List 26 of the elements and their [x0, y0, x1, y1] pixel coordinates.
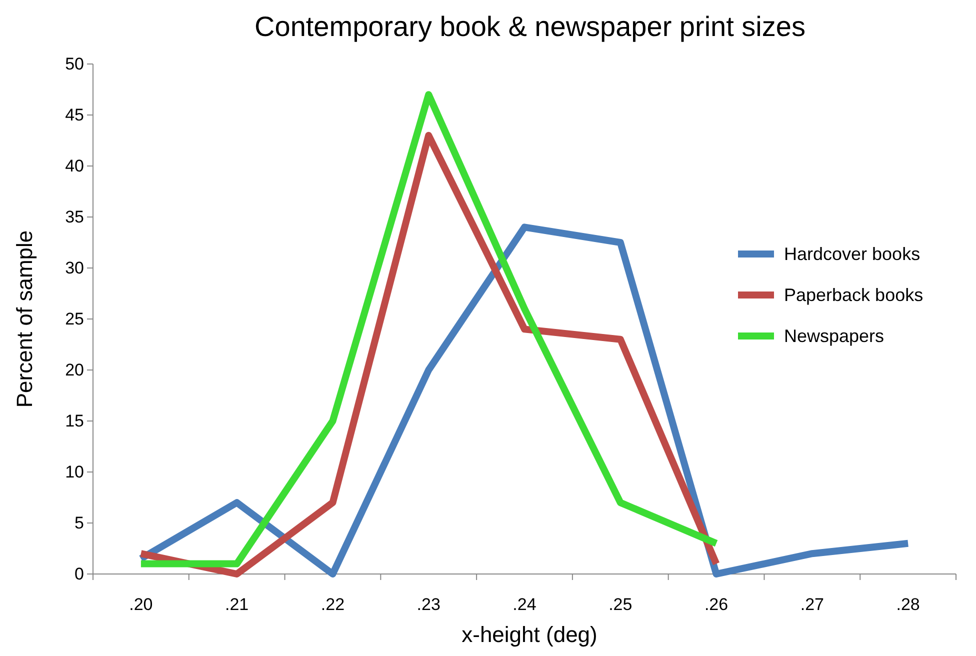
legend-label: Newspapers: [784, 326, 884, 346]
x-tick-label: .23: [416, 595, 440, 614]
x-axis-title: x-height (deg): [462, 622, 598, 647]
x-tick-label: .22: [320, 595, 345, 614]
y-tick-label: 35: [65, 207, 84, 226]
x-tick-label: .28: [896, 595, 920, 614]
x-tick-label: .26: [704, 595, 728, 614]
x-tick-label: .20: [129, 595, 153, 614]
legend-label: Hardcover books: [784, 244, 920, 264]
y-tick-label: 25: [65, 309, 84, 328]
y-tick-label: 15: [65, 411, 84, 430]
y-tick-label: 5: [74, 513, 84, 532]
x-tick-label: .27: [800, 595, 824, 614]
x-tick-label: .21: [225, 595, 249, 614]
chart-title: Contemporary book & newspaper print sizes: [254, 11, 806, 42]
y-tick-label: 40: [65, 156, 84, 176]
x-tick-label: .25: [608, 595, 632, 614]
y-tick-label: 50: [65, 54, 84, 74]
y-tick-label: 45: [65, 105, 84, 124]
y-tick-label: 10: [65, 462, 84, 482]
y-tick-label: 20: [65, 360, 84, 380]
legend-label: Paperback books: [784, 285, 924, 305]
y-tick-label: 30: [65, 258, 84, 278]
y-tick-label: 0: [74, 564, 84, 584]
x-tick-label: .24: [512, 595, 536, 614]
y-axis-title: Percent of sample: [12, 230, 37, 408]
